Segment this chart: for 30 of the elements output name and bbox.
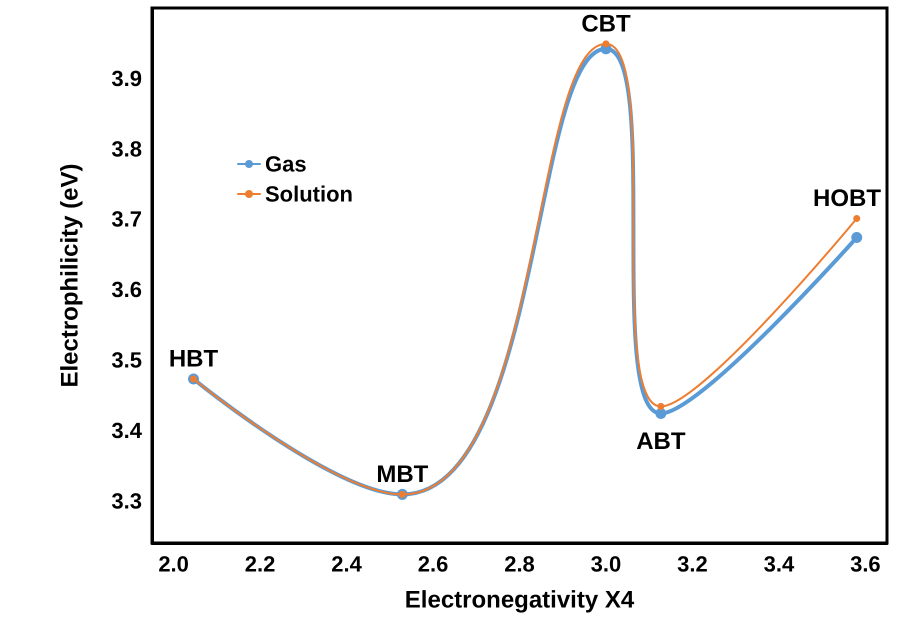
x-tick-label: 2.4	[331, 552, 363, 576]
x-axis-title: Electronegativity X4	[404, 586, 635, 614]
x-tick-label: 3.4	[764, 552, 795, 576]
point	[657, 402, 664, 410]
annotation: HBT	[168, 345, 219, 372]
x-tick-label: 2.2	[244, 552, 276, 576]
annotation: HOBT	[813, 184, 882, 212]
y-tick-label: 3.5	[111, 347, 142, 372]
y-tick-label: 3.7	[111, 206, 142, 232]
point	[851, 232, 862, 243]
y-axis-title: Electrophilicity (eV)	[56, 163, 84, 388]
y-tick-label: 3.4	[111, 418, 143, 443]
point	[853, 214, 860, 222]
y-tick-label: 3.3	[111, 488, 142, 514]
point	[602, 40, 610, 48]
x-tick-label: 2.8	[504, 552, 535, 576]
y-tick-label: 3.6	[111, 277, 142, 302]
x-tick-label: 3.2	[677, 552, 708, 576]
annotation: CBT	[581, 10, 631, 38]
annotation: MBT	[376, 460, 429, 488]
y-tick-label: 3.8	[111, 136, 142, 162]
y-tick-label: 3.9	[111, 66, 142, 91]
legend-label: Solution	[265, 182, 353, 206]
x-tick-label: 3.6	[850, 552, 881, 576]
legend-label: Gas	[265, 152, 307, 176]
x-tick-label: 2.6	[418, 552, 448, 576]
x-tick-label: 2.0	[158, 552, 189, 576]
x-tick-label: 3.0	[590, 552, 622, 576]
point	[655, 408, 666, 419]
annotation: ABT	[636, 428, 686, 455]
